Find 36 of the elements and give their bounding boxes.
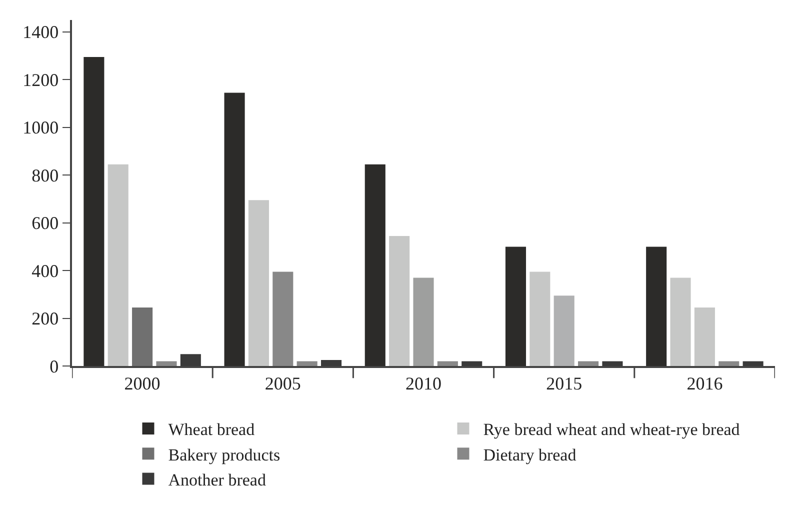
y-tick-label: 400 (32, 260, 59, 281)
legend-label: Dietary bread (483, 445, 577, 464)
y-tick-label: 1200 (22, 70, 59, 90)
bar (505, 246, 526, 366)
bar (413, 278, 434, 366)
bar (554, 296, 574, 366)
y-tick-label: 1400 (22, 22, 59, 42)
y-tick-label: 200 (32, 308, 59, 329)
x-tick-label: 2010 (406, 373, 442, 394)
bar (718, 361, 740, 366)
x-tick-label: 2015 (546, 373, 582, 394)
x-tick-label: 2000 (124, 373, 160, 394)
y-tick-label: 600 (32, 213, 59, 234)
legend-label: Rye bread wheat and wheat-rye bread (483, 420, 740, 440)
x-tick-label: 2016 (686, 373, 723, 394)
bar (670, 278, 691, 366)
bar (224, 92, 245, 366)
y-tick-label: 1000 (22, 118, 59, 138)
y-tick-label: 800 (32, 165, 59, 186)
bar (578, 361, 599, 366)
bar (84, 56, 104, 366)
bar (437, 361, 458, 366)
bar (108, 164, 128, 366)
bar (248, 200, 269, 366)
bar (530, 272, 550, 366)
bar (389, 236, 410, 366)
bar (296, 361, 318, 366)
bar (646, 246, 667, 366)
x-tick-label: 2005 (264, 373, 301, 394)
legend-label: Another bread (168, 470, 266, 490)
y-tick-label: 0 (50, 356, 59, 376)
legend-label: Wheat bread (168, 420, 256, 440)
bar (364, 164, 386, 366)
bar (156, 361, 177, 366)
bar (132, 308, 153, 366)
legend-label: Bakery products (168, 445, 280, 464)
